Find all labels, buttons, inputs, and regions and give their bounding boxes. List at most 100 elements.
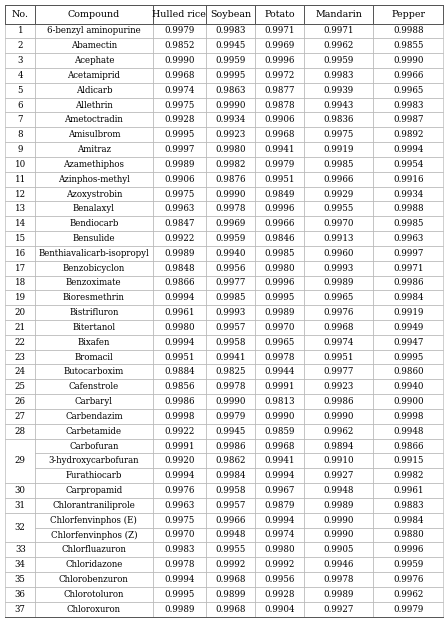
Text: Furathiocarb: Furathiocarb: [66, 471, 122, 480]
Bar: [206, 201, 255, 216]
Text: 0.9985: 0.9985: [393, 219, 424, 228]
Bar: [152, 142, 206, 157]
Bar: [255, 439, 304, 454]
Bar: [35, 142, 152, 157]
Bar: [35, 365, 152, 379]
Text: 0.9862: 0.9862: [215, 456, 246, 465]
Bar: [255, 379, 304, 394]
Text: 0.9997: 0.9997: [393, 249, 424, 258]
Text: 15: 15: [15, 234, 26, 243]
Bar: [206, 572, 255, 587]
Bar: [373, 365, 443, 379]
Text: 0.9963: 0.9963: [393, 234, 423, 243]
Bar: [255, 157, 304, 171]
Text: 0.9968: 0.9968: [264, 130, 295, 139]
Text: 0.9910: 0.9910: [324, 456, 354, 465]
Text: 0.9971: 0.9971: [393, 264, 424, 272]
Bar: [152, 201, 206, 216]
Text: Chlorfenvinphos (Z): Chlorfenvinphos (Z): [51, 530, 137, 540]
Bar: [373, 53, 443, 68]
Text: 0.9970: 0.9970: [164, 530, 194, 540]
Text: Soybean: Soybean: [210, 10, 251, 19]
Bar: [152, 275, 206, 290]
Text: 0.9948: 0.9948: [324, 486, 354, 495]
Bar: [206, 83, 255, 98]
Text: 0.9985: 0.9985: [264, 249, 295, 258]
Bar: [373, 231, 443, 246]
Text: 0.9960: 0.9960: [324, 249, 354, 258]
Text: 0.9923: 0.9923: [215, 130, 246, 139]
Text: 0.9998: 0.9998: [164, 412, 194, 421]
Text: Pepper: Pepper: [392, 10, 426, 19]
Text: 0.9978: 0.9978: [215, 204, 246, 214]
Text: 20: 20: [15, 308, 26, 317]
Bar: [152, 53, 206, 68]
Bar: [152, 68, 206, 83]
Bar: [152, 350, 206, 365]
Text: 0.9916: 0.9916: [393, 175, 424, 184]
Bar: [373, 113, 443, 128]
Text: 37: 37: [15, 605, 25, 613]
Text: 0.9956: 0.9956: [215, 264, 246, 272]
Bar: [373, 454, 443, 468]
Text: 0.9956: 0.9956: [265, 575, 295, 584]
Bar: [304, 454, 373, 468]
Text: 0.9954: 0.9954: [393, 160, 424, 169]
Text: Chlorantraniliprole: Chlorantraniliprole: [52, 501, 135, 510]
Text: 0.9934: 0.9934: [215, 115, 246, 124]
Text: Bendiocarb: Bendiocarb: [69, 219, 118, 228]
Bar: [5, 424, 35, 439]
Text: 6: 6: [17, 100, 23, 110]
Bar: [152, 542, 206, 557]
Text: 0.9825: 0.9825: [215, 368, 246, 376]
Bar: [35, 216, 152, 231]
Text: 0.9959: 0.9959: [215, 234, 246, 243]
Bar: [206, 5, 255, 24]
Bar: [304, 424, 373, 439]
Text: 0.9892: 0.9892: [393, 130, 424, 139]
Text: 0.9968: 0.9968: [324, 323, 354, 332]
Bar: [304, 171, 373, 186]
Bar: [255, 527, 304, 542]
Text: 0.9848: 0.9848: [164, 264, 194, 272]
Text: 0.9978: 0.9978: [324, 575, 354, 584]
Bar: [206, 394, 255, 409]
Text: 0.9943: 0.9943: [324, 100, 354, 110]
Bar: [35, 468, 152, 483]
Bar: [255, 98, 304, 113]
Bar: [206, 379, 255, 394]
Bar: [152, 365, 206, 379]
Text: 0.9980: 0.9980: [164, 323, 194, 332]
Text: 0.9951: 0.9951: [324, 353, 354, 361]
Text: Chlorfluazuron: Chlorfluazuron: [61, 545, 127, 554]
Bar: [206, 542, 255, 557]
Bar: [304, 290, 373, 305]
Text: 0.9979: 0.9979: [215, 412, 246, 421]
Text: 0.9899: 0.9899: [215, 590, 246, 599]
Bar: [5, 53, 35, 68]
Text: 0.9989: 0.9989: [264, 308, 295, 317]
Text: 0.9969: 0.9969: [265, 41, 295, 50]
Bar: [35, 290, 152, 305]
Text: 0.9985: 0.9985: [215, 293, 246, 302]
Bar: [35, 186, 152, 201]
Text: 0.9979: 0.9979: [265, 160, 295, 169]
Bar: [5, 498, 35, 513]
Bar: [206, 439, 255, 454]
Text: 0.9993: 0.9993: [215, 308, 246, 317]
Bar: [5, 587, 35, 602]
Text: 0.9986: 0.9986: [324, 397, 354, 406]
Bar: [206, 142, 255, 157]
Bar: [5, 439, 35, 483]
Text: 0.9984: 0.9984: [393, 516, 424, 525]
Bar: [255, 409, 304, 424]
Text: 0.9982: 0.9982: [393, 471, 424, 480]
Bar: [373, 513, 443, 527]
Text: 0.9990: 0.9990: [215, 189, 246, 199]
Text: 0.9967: 0.9967: [265, 486, 295, 495]
Bar: [35, 98, 152, 113]
Text: 0.9958: 0.9958: [215, 338, 246, 347]
Bar: [304, 409, 373, 424]
Text: 0.9986: 0.9986: [393, 279, 424, 287]
Text: 0.9989: 0.9989: [324, 501, 354, 510]
